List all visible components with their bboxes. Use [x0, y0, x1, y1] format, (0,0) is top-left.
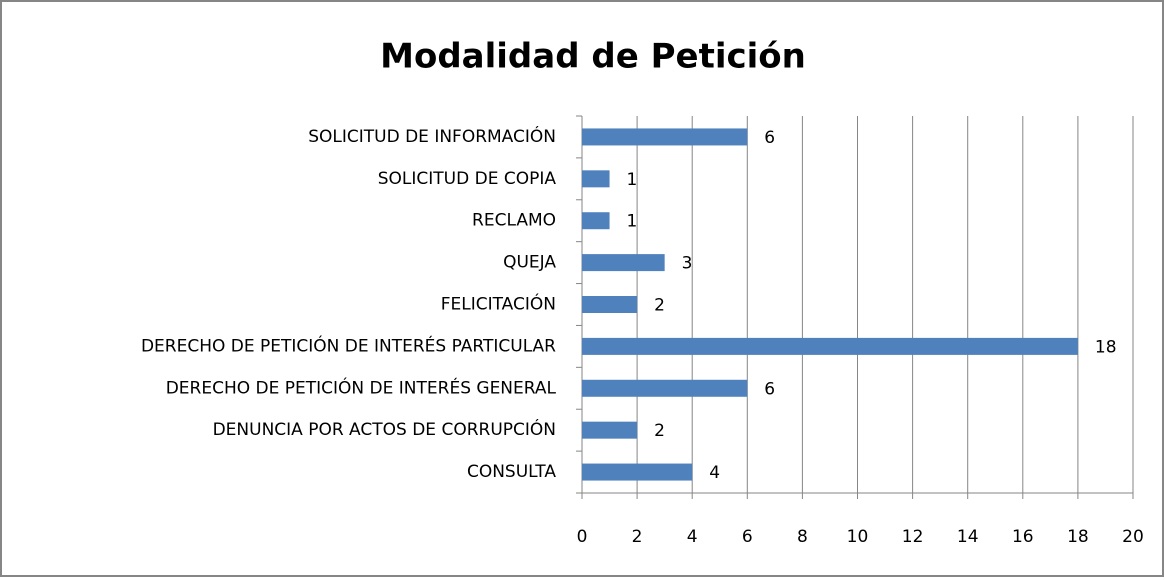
bar [582, 421, 638, 439]
y-tick-label: RECLAMO [472, 211, 556, 231]
y-tick-label: DERECHO DE PETICIÓN DE INTERÉS GENERAL [166, 376, 557, 398]
value-label: 2 [654, 296, 665, 316]
bar [582, 170, 610, 188]
y-tick-label: SOLICITUD DE COPIA [378, 169, 557, 189]
x-tick-label: 8 [797, 527, 808, 547]
bar [582, 337, 1078, 355]
x-tick-label: 2 [632, 527, 643, 547]
y-tick-label: CONSULTA [467, 462, 556, 482]
chart-title: Modalidad de Petición [380, 37, 806, 77]
x-tick-label: 16 [1012, 527, 1034, 547]
bar [582, 379, 748, 397]
bar [582, 463, 693, 481]
x-tick-label: 20 [1122, 527, 1144, 547]
x-tick-label: 6 [742, 527, 753, 547]
value-label: 2 [654, 421, 665, 441]
x-tick-label: 4 [687, 527, 698, 547]
y-tick-label: FELICITACIÓN [441, 293, 556, 315]
x-tick-label: 10 [847, 527, 869, 547]
value-label: 1 [627, 212, 638, 232]
value-label: 1 [627, 170, 638, 190]
y-tick-label: DENUNCIA POR ACTOS DE CORRUPCIÓN [213, 418, 556, 440]
bar [582, 212, 610, 230]
value-label: 4 [709, 463, 720, 483]
bar [582, 254, 665, 272]
bar [582, 296, 638, 313]
value-label: 3 [682, 254, 693, 274]
x-tick-label: 18 [1067, 527, 1089, 547]
y-tick-label: SOLICITUD DE INFORMACIÓN [308, 125, 556, 147]
x-tick-label: 12 [902, 527, 924, 547]
y-tick-label: QUEJA [503, 253, 556, 273]
x-tick-label: 0 [577, 527, 588, 547]
value-label: 6 [764, 128, 775, 148]
bar [582, 128, 748, 146]
x-tick-label: 14 [957, 527, 979, 547]
value-label: 18 [1095, 337, 1117, 357]
value-label: 6 [764, 379, 775, 399]
y-tick-label: DERECHO DE PETICIÓN DE INTERÉS PARTICULA… [141, 334, 556, 356]
